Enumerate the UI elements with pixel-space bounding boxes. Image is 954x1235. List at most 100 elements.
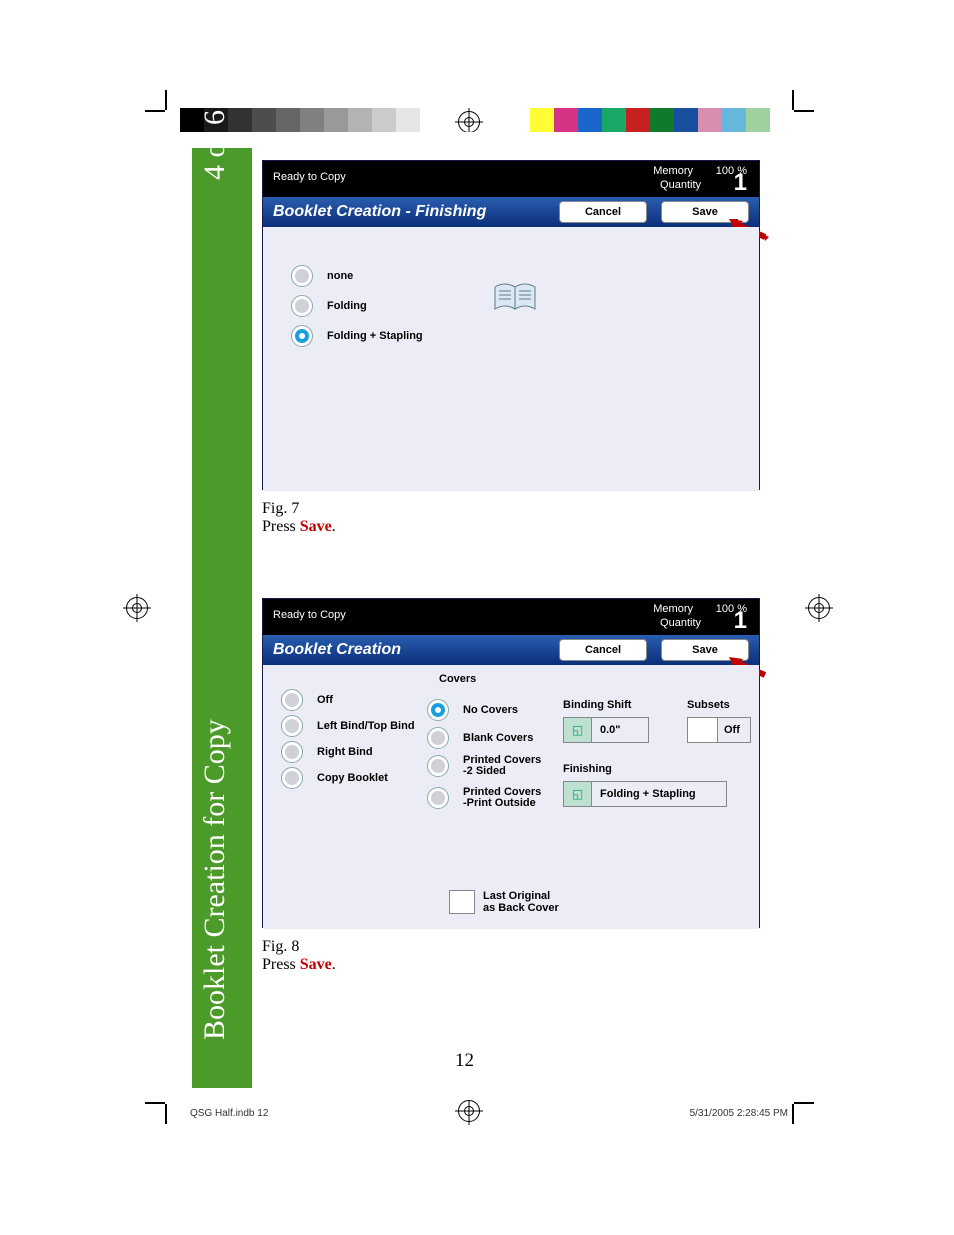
caption-save-word: Save xyxy=(300,518,332,535)
caption-save-word: Save xyxy=(300,956,332,973)
finishing-icon: ◱ xyxy=(564,782,592,806)
screen-title: Booklet Creation xyxy=(273,641,401,659)
color-swatch xyxy=(602,108,626,132)
finishing-button[interactable]: ◱ Folding + Stapling xyxy=(563,781,727,807)
option-none[interactable]: none xyxy=(291,265,353,287)
quantity-value: 1 xyxy=(734,169,747,197)
color-swatch xyxy=(674,108,698,132)
option-blank-covers[interactable]: Blank Covers xyxy=(427,727,533,749)
caption-text: Press xyxy=(262,956,300,973)
footer-left: QSG Half.indb 12 xyxy=(190,1108,268,1119)
option-folding[interactable]: Folding xyxy=(291,295,367,317)
grey-swatch xyxy=(252,108,276,132)
copier-body: Off Left Bind/Top Bind Right Bind Copy B… xyxy=(263,665,759,929)
quantity-label: Quantity xyxy=(660,179,701,191)
figure-caption-8: Fig. 8 Press Save. xyxy=(262,938,336,974)
finishing-value: Folding + Stapling xyxy=(592,788,704,800)
option-label: Left Bind/Top Bind xyxy=(317,720,415,732)
crop-mark xyxy=(165,90,167,110)
color-swatch xyxy=(722,108,746,132)
figure-caption-7: Fig. 7 Press Save. xyxy=(262,500,336,536)
binding-shift-label: Binding Shift xyxy=(563,699,631,711)
subsets-icon xyxy=(688,718,718,742)
figure-number: Fig. 8 xyxy=(262,938,336,956)
option-printed-covers-2sided[interactable]: Printed Covers -2 Sided xyxy=(427,755,541,777)
color-swatch xyxy=(650,108,674,132)
registration-mark-icon xyxy=(458,1100,480,1122)
option-label: Off xyxy=(317,694,333,706)
cancel-button-label: Cancel xyxy=(585,644,621,656)
cancel-button[interactable]: Cancel xyxy=(559,639,647,661)
binding-shift-button[interactable]: ◱ 0.0" xyxy=(563,717,649,743)
subsets-label: Subsets xyxy=(687,699,730,711)
memory-label: Memory xyxy=(653,165,693,177)
covers-header: Covers xyxy=(439,673,476,685)
radio-icon xyxy=(281,689,303,711)
option-label: No Covers xyxy=(463,704,518,716)
save-button-label: Save xyxy=(692,206,718,218)
option-label: Copy Booklet xyxy=(317,772,388,784)
sidebar-page-indicator: 4 of 6 xyxy=(198,132,232,180)
grey-swatch xyxy=(348,108,372,132)
cancel-button-label: Cancel xyxy=(585,206,621,218)
radio-icon xyxy=(291,325,313,347)
subsets-button[interactable]: Off xyxy=(687,717,751,743)
option-label: Blank Covers xyxy=(463,732,533,744)
copier-screen-fig8: Ready to Copy Memory 100 % Quantity 1 Bo… xyxy=(262,598,760,928)
registration-mark-icon xyxy=(126,597,148,619)
grey-swatch xyxy=(396,108,420,132)
sidebar-section-title: Booklet Creation for Copy xyxy=(198,992,232,1040)
crop-mark xyxy=(165,1104,167,1124)
option-label: Printed Covers -Print Outside xyxy=(463,787,541,809)
subsets-value: Off xyxy=(718,724,746,736)
checkbox-icon xyxy=(449,890,475,914)
booklet-icon xyxy=(493,277,537,315)
option-right-bind[interactable]: Right Bind xyxy=(281,741,373,763)
registration-mark-icon xyxy=(808,597,830,619)
option-left-top-bind[interactable]: Left Bind/Top Bind xyxy=(281,715,415,737)
grey-swatch xyxy=(276,108,300,132)
radio-icon xyxy=(281,715,303,737)
last-original-checkbox[interactable]: Last Original as Back Cover xyxy=(449,887,559,917)
option-label: Right Bind xyxy=(317,746,373,758)
registration-mark-icon xyxy=(458,111,480,133)
option-off[interactable]: Off xyxy=(281,689,333,711)
color-swatch xyxy=(626,108,650,132)
caption-dot: . xyxy=(332,956,336,973)
color-swatch xyxy=(530,108,554,132)
radio-icon xyxy=(291,265,313,287)
option-no-covers[interactable]: No Covers xyxy=(427,699,518,721)
page-number: 12 xyxy=(455,1050,474,1072)
copier-screen-fig7: Ready to Copy Memory 100 % Quantity 1 Bo… xyxy=(262,160,760,490)
copier-header: Booklet Creation - Finishing Cancel Save xyxy=(263,197,759,227)
option-label: Folding + Stapling xyxy=(327,330,423,342)
screen-title: Booklet Creation - Finishing xyxy=(273,203,486,221)
radio-icon xyxy=(427,787,449,809)
crop-mark xyxy=(145,110,165,112)
option-folding-stapling[interactable]: Folding + Stapling xyxy=(291,325,423,347)
status-ready: Ready to Copy xyxy=(273,609,346,621)
quantity-label: Quantity xyxy=(660,617,701,629)
quantity-value: 1 xyxy=(734,607,747,635)
color-swatch-strip xyxy=(530,108,770,132)
binding-shift-value: 0.0" xyxy=(592,724,629,736)
radio-icon xyxy=(427,699,449,721)
radio-icon xyxy=(427,727,449,749)
copier-header: Booklet Creation Cancel Save xyxy=(263,635,759,665)
grey-swatch xyxy=(372,108,396,132)
color-swatch xyxy=(554,108,578,132)
radio-icon xyxy=(427,755,449,777)
copier-status-bar: Ready to Copy Memory 100 % Quantity 1 xyxy=(263,599,759,635)
grey-swatch xyxy=(300,108,324,132)
crop-mark xyxy=(794,1102,814,1104)
figure-number: Fig. 7 xyxy=(262,500,336,518)
cancel-button[interactable]: Cancel xyxy=(559,201,647,223)
option-label: none xyxy=(327,270,353,282)
caption-dot: . xyxy=(332,518,336,535)
caption-text: Press xyxy=(262,518,300,535)
option-printed-covers-outside[interactable]: Printed Covers -Print Outside xyxy=(427,787,541,809)
option-label: Printed Covers -2 Sided xyxy=(463,755,541,777)
color-swatch xyxy=(746,108,770,132)
grey-swatch xyxy=(324,108,348,132)
option-copy-booklet[interactable]: Copy Booklet xyxy=(281,767,388,789)
